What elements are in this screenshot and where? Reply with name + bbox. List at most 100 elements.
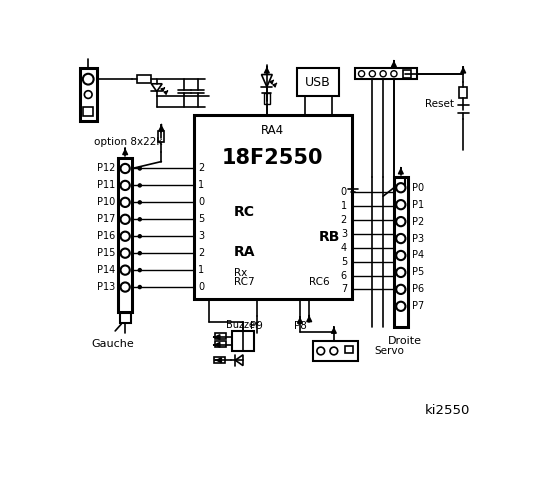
Circle shape <box>396 183 405 192</box>
Circle shape <box>396 302 405 311</box>
Text: RA4: RA4 <box>261 124 284 137</box>
Bar <box>118 158 132 312</box>
Bar <box>460 87 467 97</box>
Text: P8: P8 <box>294 321 306 331</box>
Circle shape <box>330 347 338 355</box>
Text: P13: P13 <box>97 282 115 292</box>
Circle shape <box>396 200 405 209</box>
Bar <box>297 68 339 96</box>
Text: Servo: Servo <box>375 346 405 356</box>
Text: P12: P12 <box>97 164 115 173</box>
Text: 6: 6 <box>341 271 347 280</box>
Text: P15: P15 <box>97 248 115 258</box>
Bar <box>80 68 97 121</box>
Text: P1: P1 <box>413 200 425 210</box>
Text: RC: RC <box>234 204 255 218</box>
Bar <box>403 70 411 78</box>
Text: 3: 3 <box>199 231 205 241</box>
Circle shape <box>396 234 405 243</box>
Bar <box>356 68 417 79</box>
Text: RA: RA <box>234 245 255 259</box>
Text: option 8x22k: option 8x22k <box>94 137 163 147</box>
Circle shape <box>138 184 142 187</box>
Circle shape <box>138 167 142 170</box>
Circle shape <box>121 198 130 207</box>
Bar <box>232 331 254 351</box>
Text: P6: P6 <box>413 284 425 294</box>
Circle shape <box>121 164 130 173</box>
Text: Rx: Rx <box>234 268 247 278</box>
Text: 0: 0 <box>341 187 347 197</box>
Text: P10: P10 <box>97 197 115 207</box>
Text: 2: 2 <box>341 215 347 225</box>
Bar <box>213 357 225 363</box>
Text: ki2550: ki2550 <box>425 404 471 417</box>
Text: Droite: Droite <box>388 336 422 346</box>
Circle shape <box>396 268 405 277</box>
Circle shape <box>121 215 130 224</box>
Bar <box>158 131 164 142</box>
Text: 0: 0 <box>199 282 205 292</box>
Bar <box>215 333 226 339</box>
Text: RB: RB <box>319 230 341 244</box>
Text: P7: P7 <box>413 301 425 312</box>
Text: P2: P2 <box>413 216 425 227</box>
Bar <box>313 341 358 361</box>
Circle shape <box>138 286 142 288</box>
Text: USB: USB <box>305 76 331 89</box>
Text: 2: 2 <box>199 248 205 258</box>
Text: 7: 7 <box>341 284 347 294</box>
Text: P17: P17 <box>97 214 115 224</box>
Text: 1: 1 <box>341 201 347 211</box>
Circle shape <box>138 252 142 255</box>
Bar <box>395 179 405 188</box>
Text: Reset: Reset <box>425 99 454 109</box>
Text: P9: P9 <box>251 321 263 331</box>
Circle shape <box>121 249 130 258</box>
Text: P11: P11 <box>97 180 115 191</box>
Circle shape <box>138 269 142 272</box>
Circle shape <box>317 347 325 355</box>
Text: 5: 5 <box>199 214 205 224</box>
Circle shape <box>138 235 142 238</box>
Circle shape <box>396 217 405 226</box>
Bar <box>120 313 131 323</box>
Text: 1: 1 <box>199 265 205 275</box>
Text: P3: P3 <box>413 234 425 243</box>
Bar <box>394 177 408 327</box>
Bar <box>215 341 226 347</box>
Text: P16: P16 <box>97 231 115 241</box>
Circle shape <box>396 285 405 294</box>
Text: 18F2550: 18F2550 <box>222 148 324 168</box>
Text: P14: P14 <box>97 265 115 275</box>
Circle shape <box>121 282 130 292</box>
Text: 3: 3 <box>341 229 347 239</box>
Circle shape <box>138 218 142 221</box>
Text: 0: 0 <box>199 197 205 207</box>
Circle shape <box>121 181 130 190</box>
Text: 1: 1 <box>199 180 205 191</box>
Bar <box>137 75 150 83</box>
Bar <box>264 93 270 104</box>
Circle shape <box>85 91 92 98</box>
Circle shape <box>369 71 375 77</box>
Circle shape <box>380 71 386 77</box>
Text: Gauche: Gauche <box>91 339 134 349</box>
Text: P0: P0 <box>413 183 425 193</box>
Bar <box>346 346 353 353</box>
Text: Buzzer: Buzzer <box>227 320 259 330</box>
Text: RC6: RC6 <box>309 277 330 288</box>
Text: 5: 5 <box>341 257 347 267</box>
Text: P5: P5 <box>413 267 425 277</box>
Circle shape <box>391 71 397 77</box>
Circle shape <box>138 201 142 204</box>
Circle shape <box>396 251 405 260</box>
Circle shape <box>121 232 130 241</box>
Bar <box>83 107 93 116</box>
Text: 2: 2 <box>199 164 205 173</box>
Circle shape <box>83 74 93 84</box>
Text: RC7: RC7 <box>234 277 254 288</box>
Circle shape <box>121 265 130 275</box>
Circle shape <box>358 71 364 77</box>
Text: 4: 4 <box>341 243 347 253</box>
